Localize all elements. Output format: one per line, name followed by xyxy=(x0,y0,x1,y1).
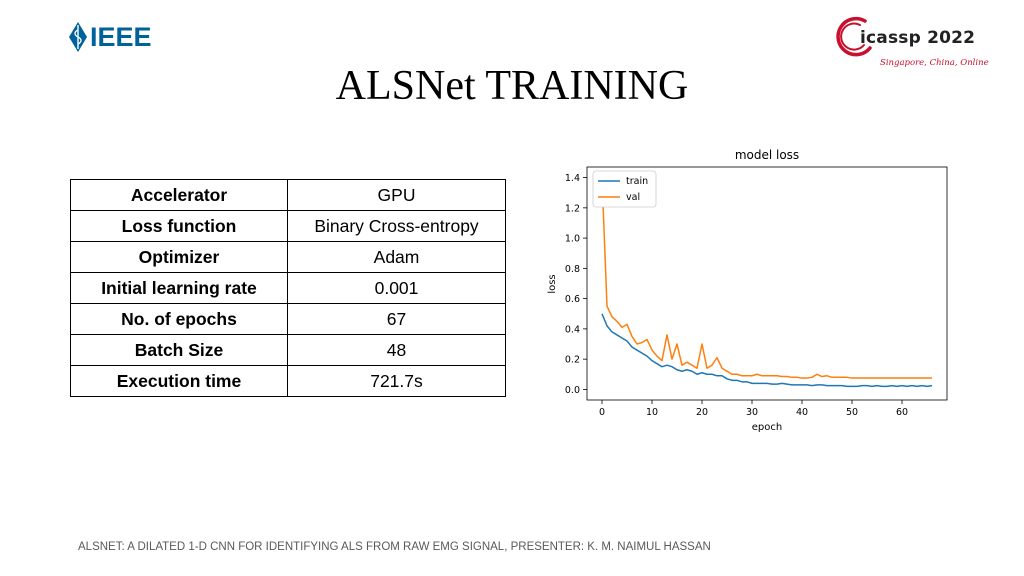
icassp-logo-text: icassp 2022 xyxy=(860,28,976,48)
table-row: Batch Size 48 xyxy=(70,334,506,366)
x-tick-label: 40 xyxy=(796,407,808,418)
table-row: No. of epochs 67 xyxy=(70,303,506,335)
model-loss-chart: model loss 0 10 20 30 40 50 60 0.0 0.2 0.4 0.6 0.8 1… xyxy=(547,148,948,433)
y-tick-label: 0.2 xyxy=(565,355,580,366)
param-value: GPU xyxy=(287,179,506,211)
y-tick-label: 1.4 xyxy=(565,173,580,184)
x-axis-label: epoch xyxy=(752,422,782,433)
icassp-ring-icon xyxy=(836,16,872,57)
param-name: Execution time xyxy=(70,365,288,397)
param-name: Accelerator xyxy=(70,179,288,211)
chart-title: model loss xyxy=(735,148,799,162)
series-line-train xyxy=(601,313,933,388)
param-name: Optimizer xyxy=(70,241,288,273)
legend-val-label: val xyxy=(626,192,640,203)
param-value: 48 xyxy=(287,334,506,366)
x-tick-label: 0 xyxy=(599,407,605,418)
series-line-val xyxy=(601,177,932,379)
ieee-logo: IEEE xyxy=(69,22,152,52)
ieee-logo-text: IEEE xyxy=(90,22,152,52)
param-value: Binary Cross-entropy xyxy=(287,210,506,242)
x-tick-label: 50 xyxy=(846,407,858,418)
y-axis-label: loss xyxy=(547,274,558,293)
icassp-subtitle: Singapore, China, Online xyxy=(880,58,989,68)
legend-box xyxy=(592,170,657,208)
table-row: Initial learning rate 0.001 xyxy=(70,272,506,304)
param-value: 0.001 xyxy=(287,272,506,304)
y-tick-label: 1.0 xyxy=(565,234,580,245)
table-row: Loss function Binary Cross-entropy xyxy=(70,210,506,242)
footer-text: ALSNET: A DILATED 1-D CNN FOR IDENTIFYIN… xyxy=(78,541,711,553)
param-value: 67 xyxy=(287,303,506,335)
param-name: Batch Size xyxy=(70,334,288,366)
plot-frame xyxy=(586,166,948,401)
x-tick-label: 60 xyxy=(896,407,908,418)
table-row: Execution time 721.7s xyxy=(70,365,506,397)
training-params-table: Accelerator GPU Loss function Binary Cro… xyxy=(70,179,506,397)
ieee-diamond-icon xyxy=(69,22,87,52)
table-row: Optimizer Adam xyxy=(70,241,506,273)
chart-legend: train val xyxy=(592,170,657,208)
slide-title: ALSNet TRAINING xyxy=(335,63,689,109)
y-tick-label: 0.4 xyxy=(565,324,580,335)
y-tick-label: 0.0 xyxy=(565,385,580,396)
legend-train-label: train xyxy=(626,176,648,187)
x-tick-label: 10 xyxy=(646,407,658,418)
table-row: Accelerator GPU xyxy=(70,179,506,211)
y-tick-label: 0.8 xyxy=(565,264,580,275)
y-tick-label: 0.6 xyxy=(565,294,580,305)
y-tick-label: 1.2 xyxy=(565,203,580,214)
param-value: Adam xyxy=(287,241,506,273)
series-lines xyxy=(601,177,933,388)
x-tick-label: 30 xyxy=(746,407,758,418)
icassp-logo: icassp 2022 Singapore, China, Online xyxy=(834,14,989,72)
param-name: Loss function xyxy=(70,210,288,242)
param-value: 721.7s xyxy=(287,365,506,397)
param-name: Initial learning rate xyxy=(70,272,288,304)
axis-ticks: 0 10 20 30 40 50 60 0.0 0.2 0.4 0.6 0.8 1.0 1.2 1.4 xyxy=(565,173,908,418)
x-tick-label: 20 xyxy=(696,407,708,418)
param-name: No. of epochs xyxy=(70,303,288,335)
